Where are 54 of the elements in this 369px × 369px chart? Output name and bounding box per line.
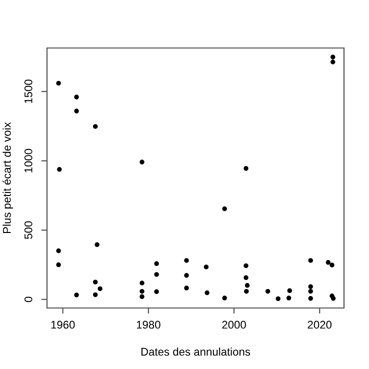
y-tick-label: 1500 bbox=[24, 80, 32, 104]
point bbox=[286, 296, 292, 300]
point bbox=[308, 258, 314, 263]
point bbox=[56, 248, 61, 254]
point bbox=[222, 206, 227, 212]
point bbox=[308, 296, 314, 301]
point bbox=[56, 80, 61, 86]
point bbox=[56, 262, 61, 268]
point bbox=[154, 272, 159, 277]
point bbox=[244, 283, 250, 288]
point bbox=[92, 292, 98, 298]
point bbox=[184, 273, 189, 278]
point bbox=[265, 288, 270, 294]
y-tick-label: 0 bbox=[24, 296, 32, 302]
point bbox=[287, 288, 292, 294]
point bbox=[330, 60, 336, 64]
point bbox=[244, 263, 248, 268]
point bbox=[94, 242, 100, 248]
point bbox=[330, 262, 334, 268]
point bbox=[222, 296, 227, 300]
point bbox=[74, 292, 79, 298]
point bbox=[57, 167, 62, 172]
point bbox=[204, 264, 209, 270]
point bbox=[330, 54, 336, 60]
point bbox=[244, 166, 248, 171]
point bbox=[244, 275, 248, 280]
point bbox=[98, 286, 102, 292]
point bbox=[184, 286, 189, 290]
point bbox=[92, 280, 98, 284]
point bbox=[308, 284, 314, 290]
point bbox=[326, 260, 331, 265]
point bbox=[140, 294, 144, 300]
y-tick-label: 500 bbox=[24, 221, 32, 239]
x-tick-label: 2000 bbox=[222, 320, 246, 329]
point bbox=[330, 296, 336, 301]
point bbox=[140, 160, 144, 164]
x-tick-label: 1980 bbox=[136, 320, 160, 329]
point bbox=[74, 108, 79, 114]
point bbox=[140, 288, 144, 294]
point bbox=[140, 280, 144, 286]
point bbox=[308, 288, 314, 294]
point bbox=[184, 258, 189, 263]
y-tick-label: 1000 bbox=[24, 148, 32, 172]
x-tick-label: 2020 bbox=[308, 320, 332, 329]
point bbox=[204, 290, 210, 296]
point bbox=[154, 261, 159, 266]
point bbox=[244, 288, 249, 294]
x-tick-label: 1960 bbox=[51, 320, 75, 329]
point bbox=[74, 94, 79, 100]
point bbox=[276, 296, 280, 302]
point bbox=[92, 124, 98, 129]
x-axis-title: Dates des annulations bbox=[141, 348, 250, 356]
y-axis-title: Plus petit écart de voix bbox=[2, 122, 14, 233]
point bbox=[154, 289, 159, 294]
